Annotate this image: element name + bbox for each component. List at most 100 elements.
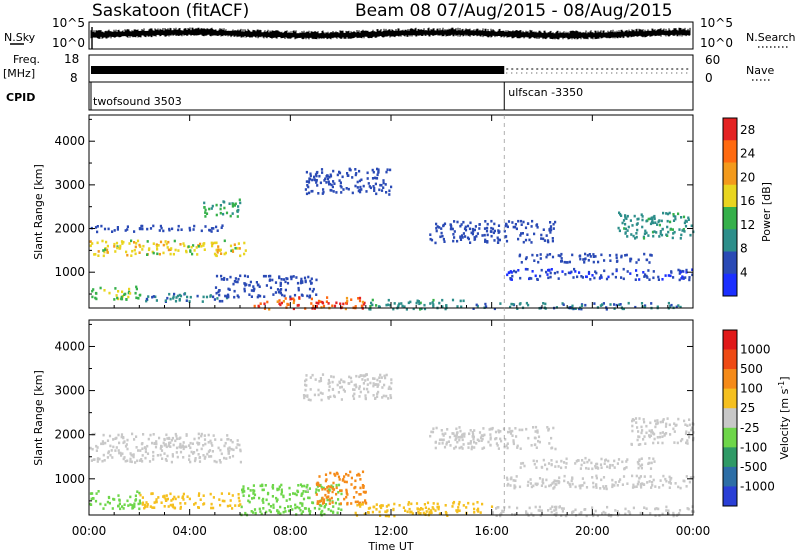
data-cell: [168, 441, 171, 445]
data-cell: [684, 423, 687, 426]
data-cell: [310, 190, 313, 193]
data-cell: [233, 280, 236, 283]
data-cell: [390, 378, 393, 381]
data-cell: [652, 276, 655, 280]
data-cell: [545, 478, 548, 482]
data-cell: [462, 504, 465, 507]
data-cell: [118, 502, 121, 506]
data-cell: [461, 234, 464, 237]
data-cell: [372, 185, 375, 188]
data-cell: [252, 288, 255, 291]
data-cell: [467, 446, 470, 449]
data-cell: [350, 476, 353, 480]
data-cell: [385, 170, 388, 174]
data-cell: [189, 446, 192, 450]
data-cell: [405, 308, 408, 311]
data-cell: [324, 479, 327, 483]
data-cell: [555, 460, 558, 464]
data-cell: [489, 444, 492, 447]
data-cell: [261, 499, 264, 502]
data-cell: [203, 206, 206, 209]
data-cell: [357, 297, 360, 300]
data-cell: [204, 455, 207, 459]
data-cell: [667, 301, 670, 305]
data-cell: [672, 232, 675, 235]
data-cell: [624, 222, 627, 226]
colorbar-segment: [723, 447, 737, 468]
data-cell: [93, 458, 96, 461]
data-cell: [600, 457, 603, 461]
data-cell: [210, 455, 213, 458]
data-cell: [324, 487, 327, 491]
data-cell: [675, 305, 678, 309]
data-cell: [656, 436, 659, 439]
data-cell: [297, 484, 300, 487]
data-cell: [615, 253, 618, 257]
data-cell: [193, 437, 196, 441]
data-cell: [219, 204, 222, 207]
data-cell: [342, 188, 345, 191]
data-cell: [478, 227, 481, 230]
data-cell: [124, 459, 127, 463]
data-cell: [455, 433, 458, 436]
data-cell: [362, 490, 365, 494]
data-cell: [229, 214, 232, 218]
data-cell: [237, 295, 240, 299]
data-cell: [181, 445, 184, 448]
beam-dates: Beam 08 07/Aug/2015 - 08/Aug/2015: [355, 1, 673, 21]
data-cell: [511, 274, 514, 278]
data-cell: [359, 190, 362, 194]
data-cell: [499, 430, 502, 433]
data-cell: [353, 392, 356, 396]
data-cell: [309, 376, 312, 379]
data-cell: [540, 233, 543, 237]
data-cell: [159, 453, 162, 457]
data-cell: [252, 285, 255, 288]
data-cell: [330, 189, 333, 192]
data-cell: [512, 269, 516, 273]
data-cell: [258, 507, 261, 511]
data-cell: [534, 430, 537, 433]
data-cell: [109, 444, 112, 448]
data-cell: [358, 503, 361, 506]
data-cell: [691, 426, 694, 430]
data-cell: [345, 490, 348, 493]
data-cell: [329, 174, 333, 178]
data-cell: [625, 253, 628, 257]
data-cell: [690, 224, 693, 228]
data-cell: [482, 427, 485, 430]
data-cell: [325, 496, 328, 499]
data-cell: [289, 295, 292, 299]
data-cell: [371, 298, 374, 302]
data-cell: [674, 482, 677, 485]
data-cell: [333, 472, 336, 476]
data-cell: [134, 494, 137, 498]
data-cell: [125, 250, 128, 254]
data-cell: [551, 237, 554, 240]
nsearch-top-tick: 10^5: [700, 16, 733, 30]
freq-label-line1: Freq.: [13, 53, 40, 66]
data-cell: [210, 227, 214, 230]
data-cell: [141, 248, 144, 251]
colorbar-tick-label: -25: [740, 421, 760, 435]
data-cell: [117, 433, 120, 437]
data-cell: [122, 457, 125, 461]
data-cell: [349, 168, 352, 172]
data-cell: [636, 426, 639, 429]
data-cell: [363, 301, 366, 305]
data-cell: [316, 500, 319, 503]
data-cell: [596, 466, 599, 469]
data-cell: [296, 505, 299, 509]
data-cell: [638, 417, 641, 420]
data-cell: [215, 241, 218, 245]
data-cell: [106, 251, 109, 254]
data-cell: [133, 438, 136, 441]
data-cell: [139, 459, 142, 462]
data-cell: [630, 233, 633, 236]
data-cell: [369, 381, 372, 385]
data-cell: [648, 435, 651, 439]
data-cell: [102, 453, 105, 457]
data-cell: [336, 383, 339, 387]
data-cell: [664, 274, 667, 277]
data-cell: [103, 250, 106, 254]
